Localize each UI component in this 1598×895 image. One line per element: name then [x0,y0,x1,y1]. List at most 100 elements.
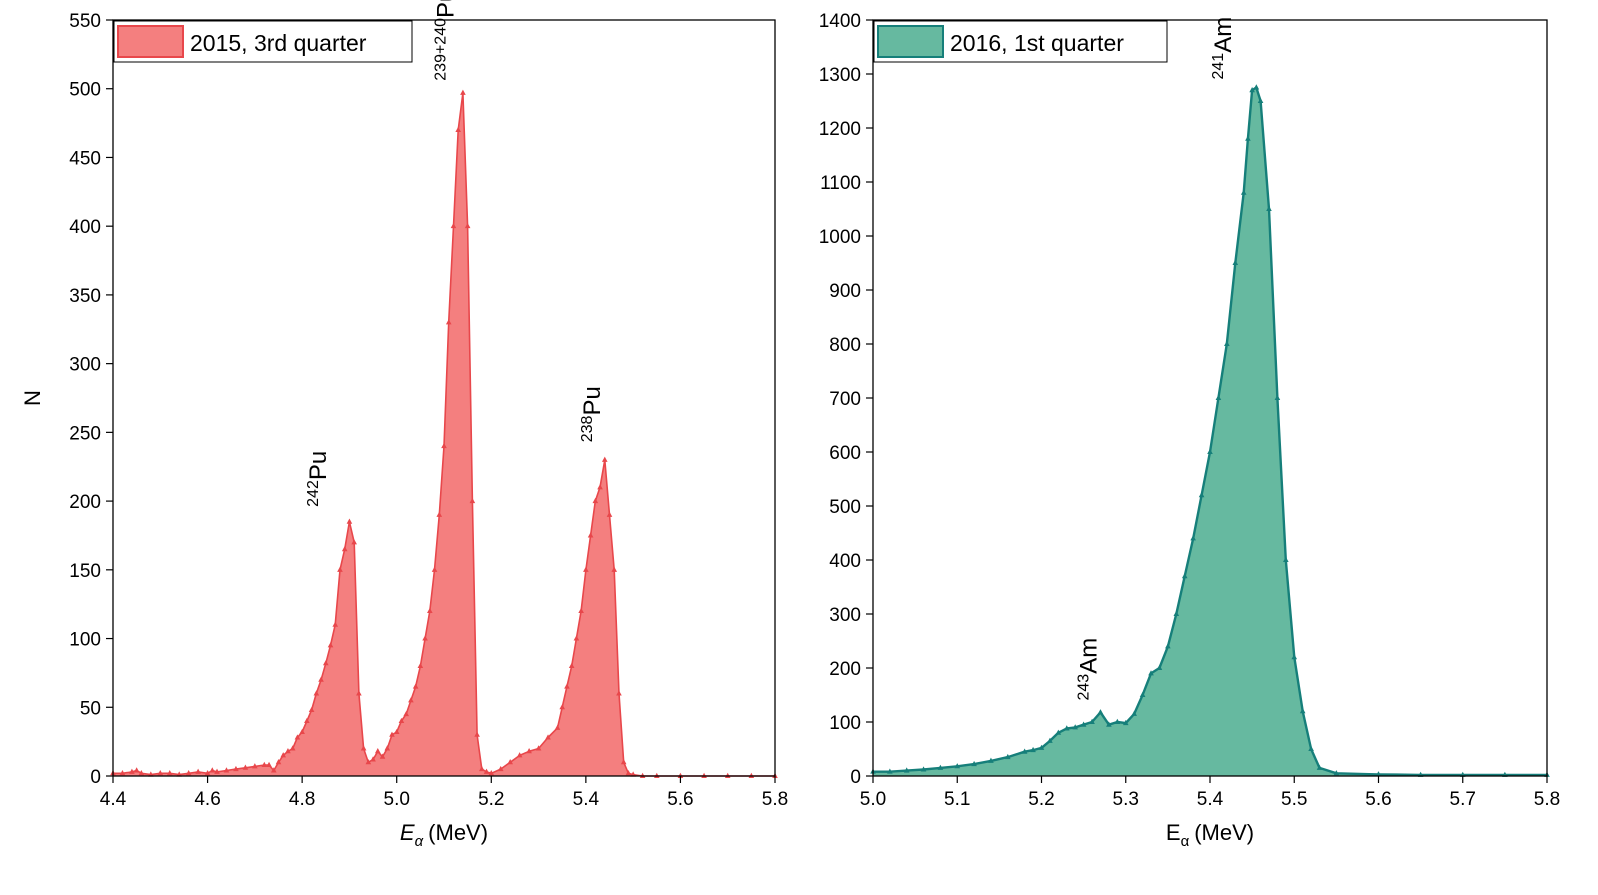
left-data-point [242,764,249,770]
left-data-point [351,539,357,545]
left-data-point [285,748,291,754]
left-y-tick-label: 0 [90,767,101,788]
right-data-point [1232,259,1239,265]
right-data-point [1055,729,1062,735]
right-x-tick-label: 5.8 [1534,789,1560,810]
right-y-tick-label: 300 [829,605,861,626]
left-data-point [431,566,438,572]
left-data-point [384,745,391,751]
right-y-tick-label: 900 [829,281,861,302]
right-data-point [1299,708,1306,714]
x-axis-symbol: E [1166,820,1181,845]
left-data-point [304,717,310,724]
left-data-point [445,319,452,325]
right-x-tick-label: 5.6 [1365,789,1391,810]
x-axis-unit: (MeV) [1194,820,1254,845]
left-data-point [611,566,618,572]
left-data-point [507,759,513,765]
left-data-point [289,745,296,751]
left-data-point [280,752,287,758]
left-peak-label: 238Pu [579,386,606,442]
left-data-point [474,731,480,737]
right-data-point [903,767,910,773]
legend-swatch [117,25,184,58]
left-data-point [398,717,405,724]
left-data-point [554,724,561,730]
right-y-tick-label: 1000 [819,227,861,248]
left-data-point [545,734,551,740]
isotope-symbol: Pu [305,451,332,480]
right-y-tick-label: 400 [829,551,861,572]
right-x-tick-label: 5.5 [1281,789,1307,810]
right-data-point [1181,573,1188,579]
right-y-tick-label: 1400 [819,11,861,32]
left-data-point [341,546,348,552]
left-data-point [578,607,584,614]
left-data-point [337,566,343,572]
left-data-point [587,532,594,538]
left-y-tick-label: 300 [69,355,101,376]
right-data-point [1089,718,1095,724]
right-peak-label: 241Am [1210,17,1237,80]
left-peak-label: 239+240Pu [432,0,459,81]
left-data-point [412,683,419,689]
left-data-point [360,745,367,751]
left-data-point [583,566,589,572]
right-y-tick-label: 1200 [819,119,861,140]
right-data-point [1038,744,1045,750]
left-data-point [479,765,485,772]
left-x-tick-label: 4.6 [194,789,220,810]
left-data-point [356,690,362,696]
left-y-tick-label: 350 [69,286,101,307]
right-data-point [1030,746,1036,753]
left-x-tick-label: 4.4 [100,789,127,810]
left-data-point [526,748,532,754]
left-legend: 2015, 3rd quarter [113,20,413,63]
left-y-tick-label: 500 [69,80,101,101]
legend-swatch [877,25,944,58]
left-y-tick-label: 450 [69,148,101,169]
left-data-point [148,771,154,777]
left-data-point [379,753,386,759]
left-y-tick-label: 550 [69,11,101,32]
left-data-point [313,690,320,696]
x-axis-subscript: α [1181,833,1190,850]
left-data-point [204,770,211,776]
left-data-point [483,768,490,774]
left-x-tick-label: 5.6 [667,789,693,810]
left-data-point [195,768,201,774]
right-y-tick-label: 800 [829,335,861,356]
left-x-tick-label: 5.2 [478,789,504,810]
left-data-point [450,222,457,229]
isotope-symbol: Pu [579,386,606,415]
right-data-point [1266,205,1272,211]
right-data-point [1114,718,1121,724]
left-data-point [318,676,324,682]
left-data-point [436,511,443,517]
right-data-point [1063,725,1070,731]
x-axis-symbol: E [400,820,415,845]
right-data-point [1156,664,1163,670]
right-x-tick-label: 5.2 [1028,789,1054,810]
right-data-point [1274,394,1281,400]
left-y-axis-title: N [20,390,45,406]
right-data-point [1245,135,1251,141]
right-y-tick-label: 200 [829,659,861,680]
right-data-point [1283,556,1289,562]
left-data-point [133,767,140,773]
right-data-point [1375,771,1382,777]
left-data-point [535,745,542,751]
left-y-tick-label: 50 [80,698,101,719]
left-data-point [417,662,424,669]
right-data-point [1224,340,1230,346]
right-data-point [1333,770,1340,776]
left-data-point [275,759,282,765]
left-data-point [322,660,329,666]
left-data-point [403,710,409,717]
left-data-point [223,767,230,773]
left-data-point [620,759,627,765]
left-y-tick-label: 150 [69,561,101,582]
left-data-point [516,752,523,758]
x-axis-subscript: α [415,833,424,850]
